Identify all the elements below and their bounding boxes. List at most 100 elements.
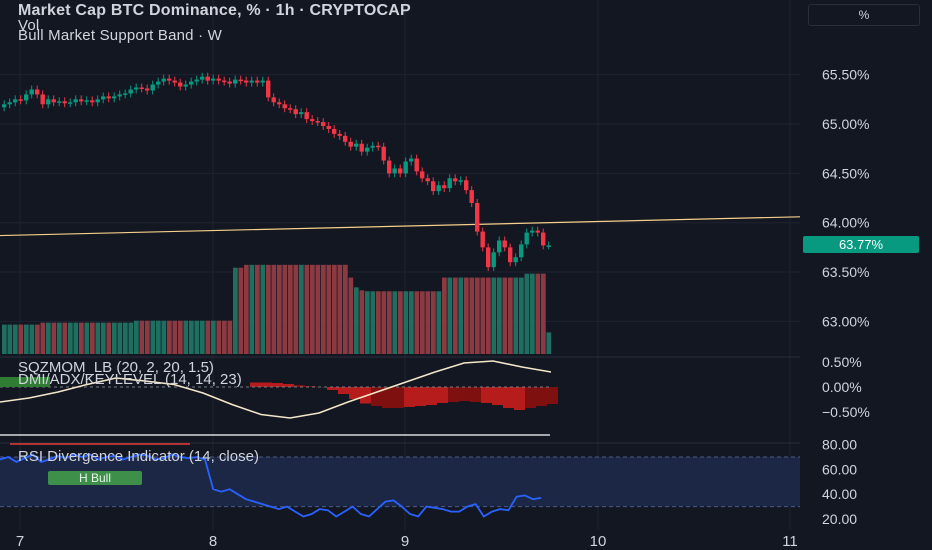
volume-bar <box>370 291 376 354</box>
candle-body <box>57 101 62 103</box>
candle-body <box>150 84 155 91</box>
volume-bar <box>205 320 211 354</box>
volume-bar <box>376 291 381 354</box>
volume-bar <box>299 264 304 354</box>
volume-bar <box>73 322 79 354</box>
candle-body <box>497 240 502 253</box>
volume-bar <box>442 277 447 354</box>
candle-body <box>530 230 535 233</box>
volume-bar <box>403 291 409 354</box>
rsi-tick-label: 60.00 <box>822 461 857 477</box>
squeeze-green-bar <box>0 377 50 387</box>
volume-bar <box>123 322 128 354</box>
candle-body <box>447 178 452 189</box>
dmi-bar <box>547 387 558 404</box>
price-tick-label: 65.50% <box>822 67 869 83</box>
candle-body <box>84 100 89 102</box>
rsi-tick-label: 20.00 <box>822 511 857 527</box>
candle-body <box>18 99 23 101</box>
volume-bar <box>68 322 73 354</box>
volume-bar <box>387 291 392 354</box>
candle-body <box>469 190 474 203</box>
volume-bar <box>183 320 189 354</box>
candle-body <box>541 232 546 246</box>
candle-body <box>68 102 73 104</box>
volume-bar <box>266 264 271 354</box>
time-tick-label: 8 <box>209 533 217 550</box>
volume-bar <box>519 277 524 354</box>
volume-bar <box>480 277 486 354</box>
volume-bar <box>35 324 40 354</box>
candle-body <box>200 76 205 80</box>
candle-body <box>299 112 304 115</box>
candle-body <box>381 146 386 161</box>
volume-bar <box>304 264 310 354</box>
volume-bar <box>161 320 167 354</box>
candle-body <box>546 245 551 247</box>
volume-bar <box>497 277 502 354</box>
volume-bar <box>502 277 508 354</box>
candle-body <box>222 80 227 83</box>
candle-body <box>310 119 315 122</box>
volume-bar <box>310 264 315 354</box>
candle-body <box>145 88 150 91</box>
candlesticks <box>2 72 551 272</box>
candle-body <box>409 158 414 162</box>
dmi-bar <box>492 387 503 405</box>
price-axis-labels: 65.50% 65.00% 64.50% 64.00% 63.50% 63.00% <box>822 67 869 330</box>
volume-bar <box>486 277 491 354</box>
volume-bar <box>139 320 145 354</box>
sqzmom-label[interactable]: SQZMOM_LB (20, 2, 20, 1.5) <box>18 359 214 376</box>
candle-body <box>475 202 480 232</box>
volume-bar <box>189 320 194 354</box>
dmi-label[interactable]: DMI/ADX/KEYLEVEL (14, 14, 23) <box>18 371 242 388</box>
time-tick-label: 11 <box>782 533 798 550</box>
dmi-bar <box>349 387 360 399</box>
price-tick-label: 64.00% <box>822 215 869 231</box>
candle-body <box>7 102 12 105</box>
volume-bar <box>29 324 35 354</box>
candle-body <box>255 80 260 83</box>
candle-body <box>79 99 84 102</box>
candle-body <box>315 121 320 123</box>
candle-body <box>453 178 458 182</box>
dmi-bar <box>481 387 492 403</box>
candle-body <box>376 145 381 148</box>
volume-bar <box>7 324 13 354</box>
candle-body <box>304 112 309 120</box>
volume-bar <box>200 320 205 354</box>
candle-body <box>321 122 326 126</box>
candle-body <box>227 81 232 84</box>
volume-bar <box>150 320 156 354</box>
volume-bar <box>101 322 106 354</box>
candle-body <box>398 168 403 174</box>
candle-body <box>365 147 370 152</box>
candle-body <box>46 99 51 105</box>
volume-bar <box>315 264 321 354</box>
volume-bar <box>194 320 200 354</box>
volume-bar <box>167 320 172 354</box>
candle-body <box>172 80 177 83</box>
candle-body <box>134 87 139 90</box>
volume-bar <box>414 291 420 354</box>
osc-tick-label: 0.50% <box>822 354 862 370</box>
candle-body <box>156 81 161 85</box>
rsi-indicator-label[interactable]: RSI Divergence Indicator (14, close) <box>18 448 259 465</box>
volume-bar <box>530 273 535 354</box>
candle-body <box>29 89 34 95</box>
volume-bar <box>145 320 150 354</box>
volume-bar <box>106 322 112 354</box>
volume-bar <box>453 277 458 354</box>
volume-bar <box>178 320 183 354</box>
osc-tick-label: −0.50% <box>822 404 870 420</box>
candle-body <box>194 79 199 82</box>
volume-bar <box>332 264 337 354</box>
candle-body <box>112 96 117 99</box>
percent-scale-button[interactable]: % <box>808 4 920 26</box>
candle-body <box>167 78 172 81</box>
candle-body <box>244 80 249 83</box>
dmi-bar <box>272 383 283 387</box>
candle-body <box>508 247 513 263</box>
volume-bar <box>491 277 497 354</box>
